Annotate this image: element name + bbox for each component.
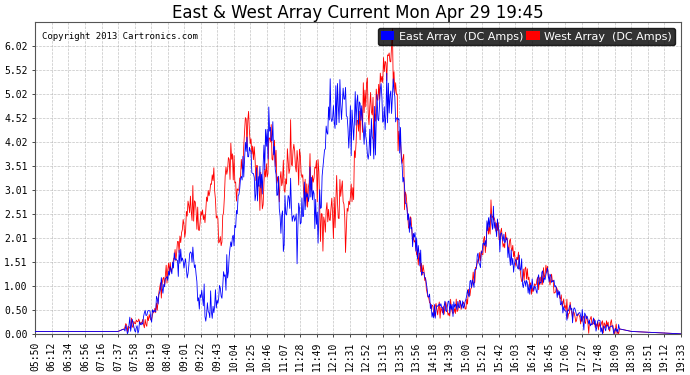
Legend: East Array  (DC Amps), West Array  (DC Amps): East Array (DC Amps), West Array (DC Amp… — [377, 28, 676, 45]
Text: Copyright 2013 Cartronics.com: Copyright 2013 Cartronics.com — [42, 32, 197, 40]
Title: East & West Array Current Mon Apr 29 19:45: East & West Array Current Mon Apr 29 19:… — [172, 4, 544, 22]
